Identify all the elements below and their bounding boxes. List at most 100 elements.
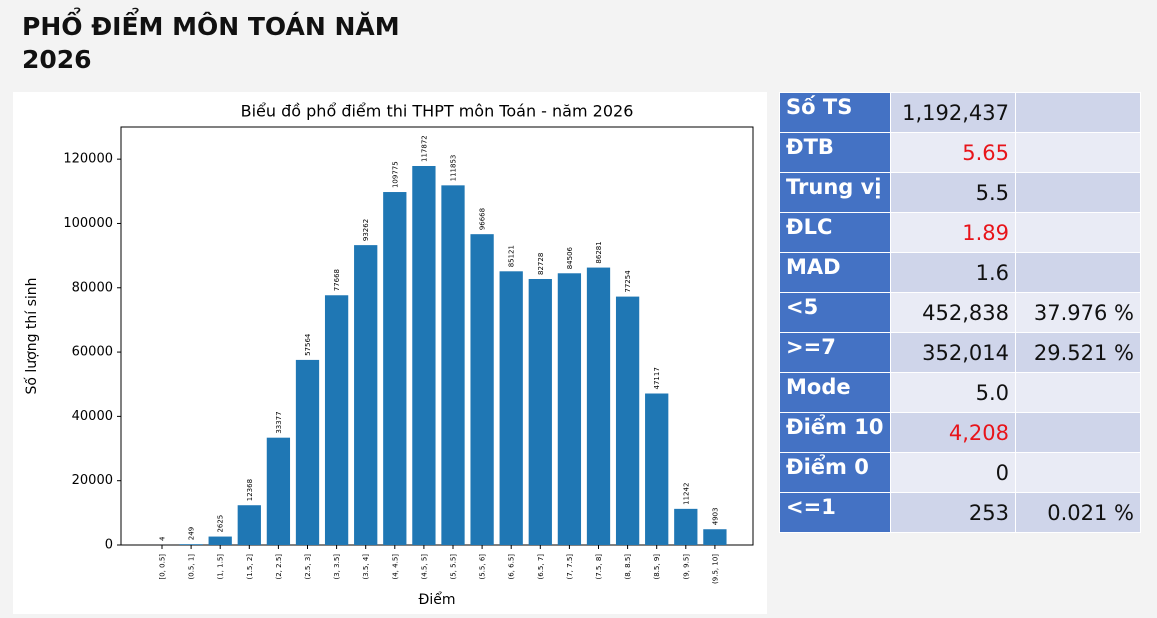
bar (703, 529, 726, 545)
table-cell: MAD (780, 253, 891, 293)
table-cell: 253 (891, 493, 1016, 533)
bar (412, 166, 435, 545)
bar (587, 268, 610, 545)
page-title: PHỔ ĐIỂM MÔN TOÁN NĂM 2026 (22, 10, 442, 76)
table-cell: 29.521 % (1016, 333, 1141, 373)
value-label: 2625 (217, 515, 225, 533)
value-label: 47117 (653, 367, 661, 389)
table-cell (1016, 173, 1141, 213)
table-cell (1016, 133, 1141, 173)
x-tick-label: (6.5, 7] (537, 554, 545, 580)
bar (383, 192, 406, 545)
table-cell: Mode (780, 373, 891, 413)
value-label: 117872 (420, 135, 428, 162)
y-tick-label: 20000 (72, 473, 113, 488)
bar (325, 295, 348, 545)
value-label: 82728 (537, 253, 545, 275)
table-cell: 0.021 % (1016, 493, 1141, 533)
x-tick-label: (1, 1.5] (217, 554, 225, 580)
y-tick-label: 0 (105, 538, 113, 553)
x-tick-label: (9, 9.5] (682, 554, 690, 580)
table-cell: <=1 (780, 493, 891, 533)
table-cell: 5.0 (891, 373, 1016, 413)
bar (674, 509, 697, 545)
chart-title: Biểu đồ phổ điểm thi THPT môn Toán - năm… (241, 102, 634, 121)
table-cell: Điểm 0 (780, 453, 891, 493)
value-label: 93262 (362, 219, 370, 241)
value-label: 84506 (566, 246, 574, 269)
table-cell: ĐTB (780, 133, 891, 173)
y-tick-label: 120000 (63, 152, 113, 167)
table-cell (1016, 453, 1141, 493)
bar (645, 394, 668, 545)
value-label: 86281 (595, 241, 603, 263)
value-label: 57564 (304, 333, 312, 356)
x-tick-label: (4.5, 5] (420, 554, 428, 580)
table-cell: Trung vị (780, 173, 891, 213)
bar (179, 544, 202, 545)
table-cell: 1.89 (891, 213, 1016, 253)
bar (470, 234, 493, 545)
table-cell: 37.976 % (1016, 293, 1141, 333)
value-label: 33377 (275, 411, 283, 433)
bar (558, 273, 581, 545)
x-tick-label: (3.5, 4] (362, 554, 370, 580)
table-cell (1016, 373, 1141, 413)
x-tick-label: (2.5, 3] (304, 554, 312, 580)
x-tick-label: (7.5, 8] (595, 554, 603, 580)
table-cell (1016, 93, 1141, 133)
table-cell: >=7 (780, 333, 891, 373)
value-label: 4903 (711, 507, 719, 525)
value-label: 77254 (624, 270, 632, 293)
x-tick-label: (2, 2.5] (275, 554, 283, 580)
y-tick-label: 40000 (72, 409, 113, 424)
table-cell (1016, 253, 1141, 293)
table-cell: 1.6 (891, 253, 1016, 293)
value-label: 11242 (682, 483, 690, 505)
x-tick-label: (8, 8.5] (624, 554, 632, 580)
value-label: 12368 (246, 479, 254, 501)
x-axis-label: Điểm (419, 591, 456, 608)
value-label: 249 (188, 527, 196, 540)
chart-panel: Biểu đồ phổ điểm thi THPT môn Toán - năm… (13, 92, 767, 614)
x-tick-label: [0, 0.5] (159, 554, 167, 580)
bar (529, 279, 552, 545)
bar (267, 438, 290, 545)
x-tick-label: (1.5, 2] (246, 554, 254, 580)
table-cell: Điểm 10 (780, 413, 891, 453)
x-tick-label: (0.5, 1] (188, 554, 196, 580)
table-cell: 452,838 (891, 293, 1016, 333)
y-axis-label: Số lượng thí sinh (23, 277, 40, 394)
bar (238, 505, 261, 545)
chart: Biểu đồ phổ điểm thi THPT môn Toán - năm… (13, 92, 767, 614)
bar (500, 271, 523, 545)
table-cell: 0 (891, 453, 1016, 493)
value-label: 77668 (333, 269, 341, 291)
y-tick-label: 80000 (72, 280, 113, 295)
table-cell: 352,014 (891, 333, 1016, 373)
bar (441, 185, 464, 545)
table-cell: <5 (780, 293, 891, 333)
bar (354, 245, 377, 545)
table-cell: Số TS (780, 93, 891, 133)
x-tick-label: (8.5, 9] (653, 554, 661, 580)
x-tick-label: (5, 5.5] (450, 554, 458, 580)
x-tick-label: (3, 3.5] (333, 554, 341, 580)
x-tick-label: (7, 7.5] (566, 554, 574, 580)
bar (616, 297, 639, 545)
x-tick-label: (5.5, 6] (479, 554, 487, 580)
x-tick-label: (4, 4.5] (391, 554, 399, 580)
value-label: 85121 (508, 245, 516, 267)
value-label: 96668 (479, 208, 487, 230)
table-cell: 4,208 (891, 413, 1016, 453)
table-cell: 5.65 (891, 133, 1016, 173)
y-tick-label: 60000 (72, 345, 113, 360)
